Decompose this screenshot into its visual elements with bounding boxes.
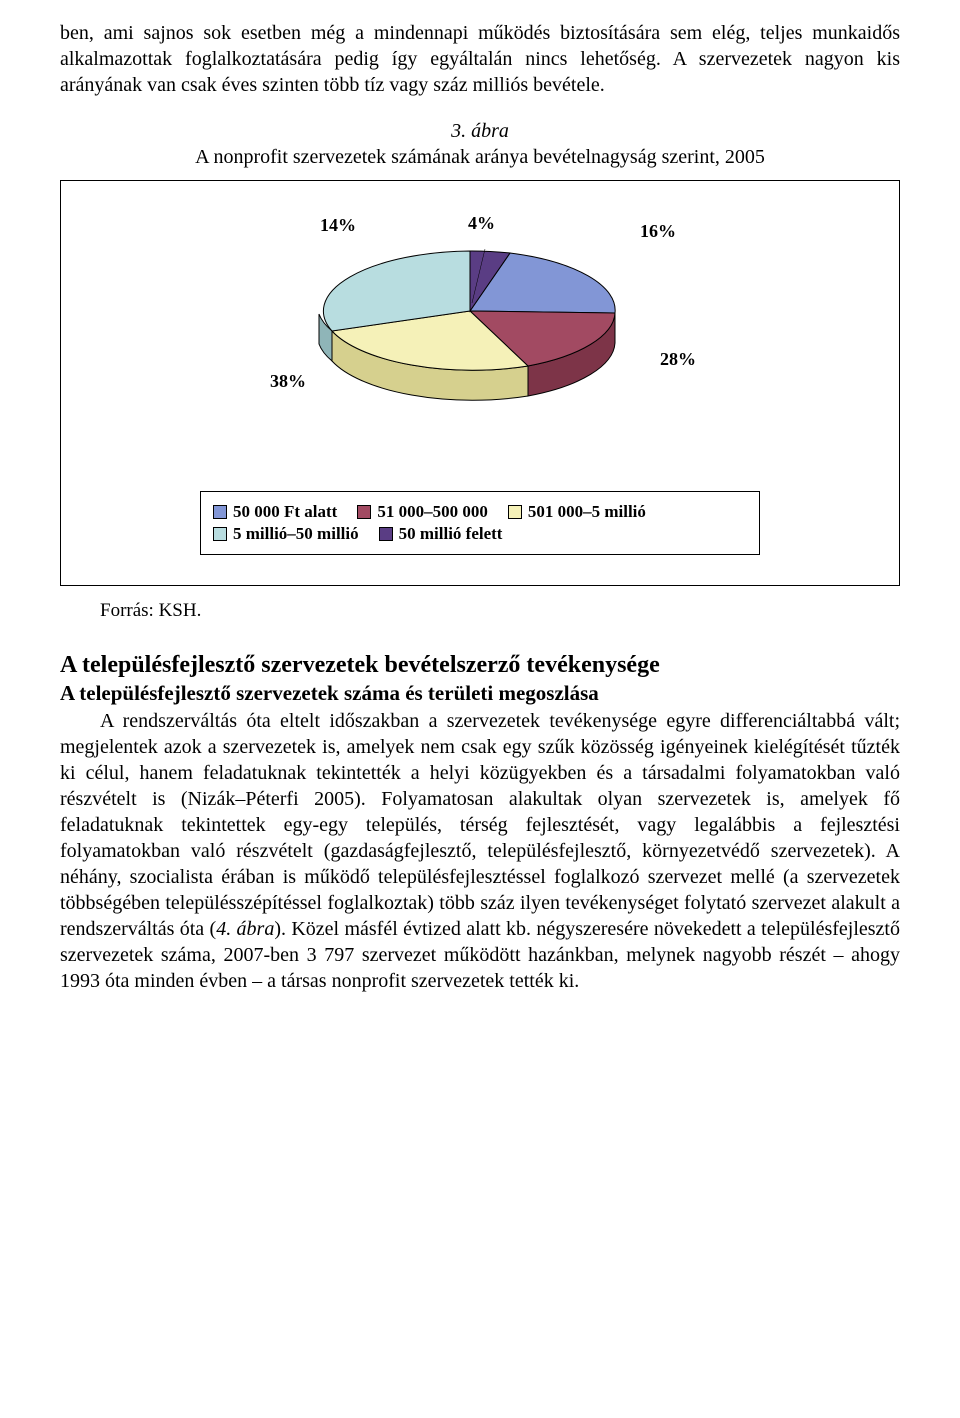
legend-swatch [508, 505, 522, 519]
legend-swatch [213, 505, 227, 519]
pie-chart-svg [270, 201, 690, 461]
figure-number: 3. ábra [451, 120, 509, 142]
legend-row: 5 millió–50 millió 50 millió felett [213, 524, 747, 544]
body-ital-ref: 4. ábra [216, 918, 274, 940]
legend-label: 5 millió–50 millió [233, 524, 359, 544]
legend-row: 50 000 Ft alatt 51 000–500 000 501 000–5 m… [213, 502, 747, 522]
pie-label: 38% [270, 371, 306, 392]
section-title: A településfejlesztő szervezetek bevétel… [60, 652, 900, 679]
subsection-title: A településfejlesztő szervezetek száma é… [60, 681, 900, 706]
pie-label: 4% [468, 213, 495, 234]
figure-source: Forrás: KSH. [100, 600, 900, 622]
pie-label: 16% [640, 221, 676, 242]
pie-label: 28% [660, 349, 696, 370]
legend-label: 50 000 Ft alatt [233, 502, 337, 522]
legend-label: 501 000–5 millió [528, 502, 646, 522]
chart-container: 14% 4% 16% 38% 28% 50 000 Ft alatt 51 000–500… [60, 180, 900, 586]
pie-label: 14% [320, 215, 356, 236]
legend-item: 51 000–500 000 [357, 502, 488, 522]
pie-chart-area: 14% 4% 16% 38% 28% [230, 201, 730, 461]
legend-label: 50 millió felett [399, 524, 503, 544]
section-body: A rendszerváltás óta eltelt időszakban a… [60, 708, 900, 994]
legend-rows-group: 50 000 Ft alatt 51 000–500 000 501 000–5 m… [213, 502, 747, 544]
figure-caption: 3. ábra A nonprofit szervezetek számának… [60, 118, 900, 170]
legend-item: 50 millió felett [379, 524, 503, 544]
legend-swatch [357, 505, 371, 519]
legend-item: 501 000–5 millió [508, 502, 646, 522]
legend-item: 50 000 Ft alatt [213, 502, 337, 522]
legend-swatch [379, 527, 393, 541]
body-pre: A rendszerváltás óta eltelt időszakban a… [60, 710, 900, 940]
legend-swatch [213, 527, 227, 541]
legend-label: 51 000–500 000 [377, 502, 488, 522]
figure-title: A nonprofit szervezetek számának aránya … [195, 146, 765, 168]
legend-box: 50 000 Ft alatt 51 000–500 000 501 000–5 m… [200, 491, 760, 555]
intro-paragraph: ben, ami sajnos sok esetben még a minden… [60, 20, 900, 98]
legend-item: 5 millió–50 millió [213, 524, 359, 544]
